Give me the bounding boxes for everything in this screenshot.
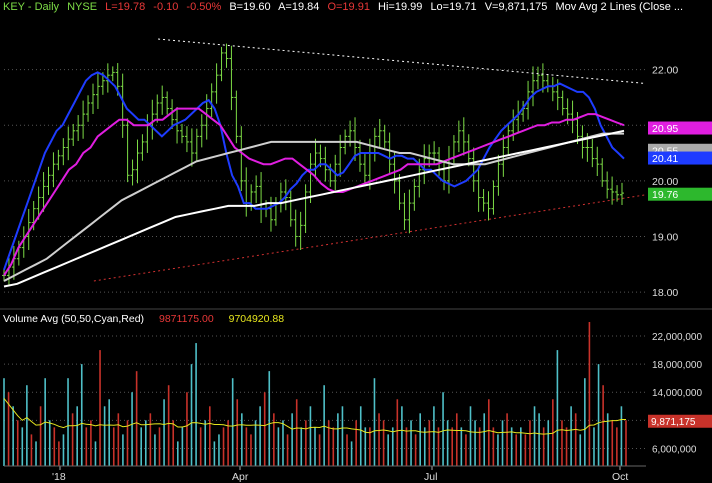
symbol-label: KEY - Daily (3, 1, 60, 13)
moving-average-line (3, 107, 625, 276)
axis-value-label: 20.95 (652, 123, 678, 135)
bid-price: B=19.60 (229, 1, 271, 13)
volume-bars (3, 322, 627, 466)
axis-value-label: 19.76 (652, 189, 678, 201)
axis-value-tag (648, 187, 712, 201)
axis-value-label: 20.41 (652, 153, 678, 165)
change-value: -0.10 (153, 1, 179, 13)
high-price: Hi=19.99 (378, 1, 423, 13)
volume-value-label: 9,871,175 (651, 417, 696, 428)
date-tick-label: Oct (612, 471, 628, 483)
date-tick-label: Apr (232, 471, 249, 483)
low-price: Lo=19.71 (430, 1, 477, 13)
date-tick-label: '18 (52, 471, 66, 483)
ask-price: A=19.84 (278, 1, 320, 13)
price-tick-label: 19.00 (652, 231, 678, 243)
last-price: L=19.78 (105, 1, 146, 13)
volume-tick-label: 14,000,000 (652, 388, 702, 399)
volume-tick-label: 18,000,000 (652, 360, 702, 371)
study-label: Mov Avg 2 Lines (Close ... (555, 1, 684, 13)
volume-tick-label: 6,000,000 (652, 444, 697, 455)
axis-value-tag (648, 121, 712, 135)
trend-lines (93, 38, 647, 282)
moving-average-line (3, 132, 624, 282)
price-tick-label: 18.00 (652, 287, 678, 299)
volume-average-line (3, 398, 626, 435)
open-price: O=19.91 (327, 1, 370, 13)
price-tick-label: 20.00 (652, 176, 678, 188)
volume-axis: 22,000,00018,000,00014,000,00010,000,000… (648, 332, 712, 455)
moving-average-line (3, 71, 625, 271)
moving-average-line (3, 129, 625, 288)
price-tick-label: 22.00 (652, 65, 678, 77)
date-axis: '18 Apr Jul Oct (4, 465, 646, 483)
volume-current-value: 9871175.00 (158, 313, 214, 325)
axis-value-tag (648, 151, 712, 165)
resistance-trendline (158, 38, 647, 85)
volume-study-label: Volume Avg (50,50,Cyan,Red) (3, 313, 145, 325)
volume-average-value: 9704920.88 (228, 313, 285, 325)
volume-average-curve (3, 398, 626, 435)
support-trendline (93, 194, 647, 282)
date-tick-label: Jul (424, 471, 437, 483)
volume-tick-label: 22,000,000 (652, 332, 702, 343)
price-axis: 18.0019.0020.0021.0022.0020.9520.5520.41… (648, 65, 712, 299)
price-bars (2, 43, 624, 285)
moving-average-lines (3, 71, 625, 288)
exchange-label: NYSE (67, 1, 98, 13)
change-percent: -0.50% (186, 1, 222, 13)
volume-value: V=9,871,175 (484, 1, 548, 13)
price-header: KEY - Daily NYSE L=19.78 -0.10 -0.50% B=… (3, 1, 688, 13)
volume-value-tag (648, 414, 712, 428)
volume-header: Volume Avg (50,50,Cyan,Red) 9871175.00 9… (3, 313, 296, 325)
